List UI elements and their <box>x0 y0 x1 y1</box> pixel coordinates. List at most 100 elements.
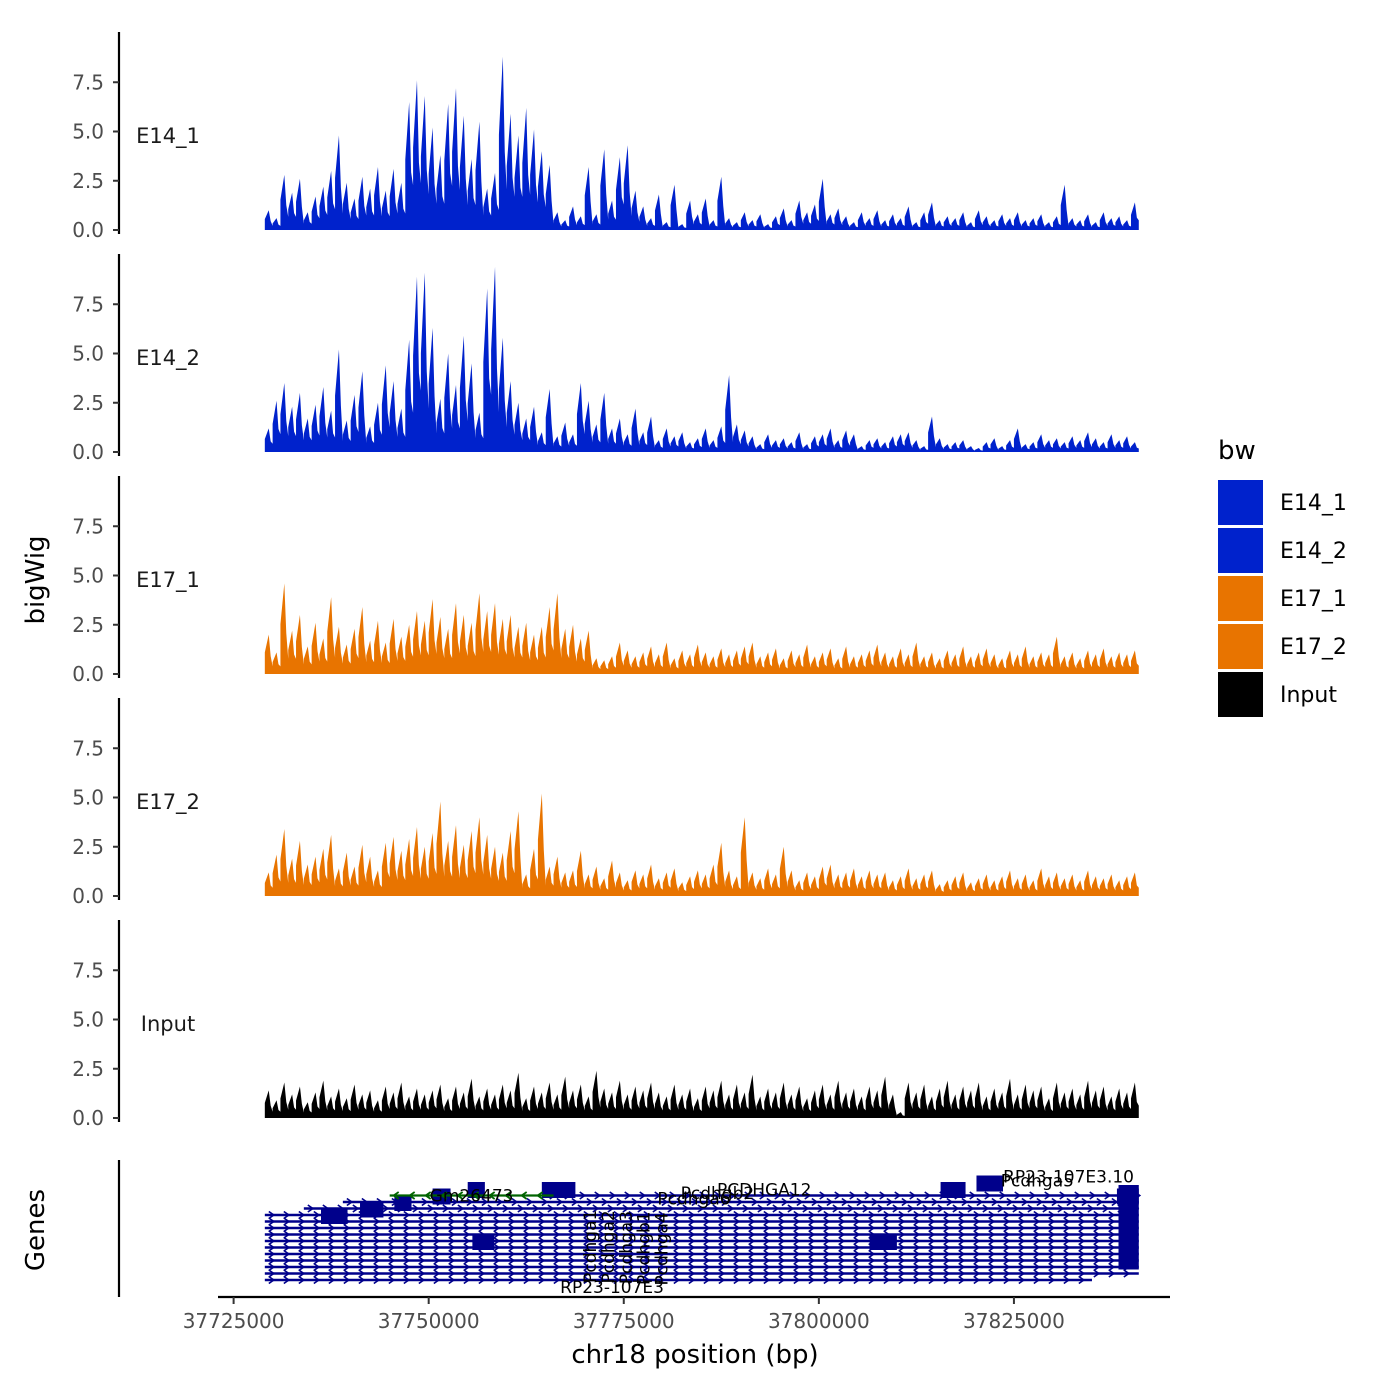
strand-arrow <box>673 1236 681 1246</box>
strand-arrow <box>388 1236 396 1246</box>
strand-arrow <box>463 1230 471 1239</box>
strand-arrow <box>1063 1230 1071 1239</box>
strand-arrow <box>523 1269 531 1278</box>
strand-arrow <box>613 1249 621 1259</box>
strand-arrow <box>541 1197 549 1207</box>
strand-arrow <box>508 1275 516 1285</box>
strand-arrow <box>973 1262 981 1272</box>
strand-arrow <box>343 1275 351 1285</box>
strand-arrow <box>817 1204 825 1213</box>
strand-arrow <box>853 1275 861 1285</box>
strand-arrow <box>1033 1249 1041 1259</box>
strand-arrow <box>268 1269 276 1278</box>
strand-arrow <box>1048 1230 1056 1239</box>
track-label: E17_2 <box>136 790 200 815</box>
strand-arrow <box>463 1210 471 1220</box>
track-e17-2: 0.0 2.5 5.0 7.5 E17_2 <box>72 698 1139 908</box>
strand-arrow <box>913 1236 921 1246</box>
strand-arrow <box>1051 1197 1059 1207</box>
legend-label-input: Input <box>1280 683 1337 708</box>
strand-arrow <box>628 1230 636 1239</box>
strand-arrow <box>808 1249 816 1259</box>
strand-arrow <box>688 1256 696 1265</box>
strand-arrow <box>808 1269 816 1278</box>
strand-arrow <box>988 1262 996 1272</box>
strand-arrow <box>808 1275 816 1285</box>
strand-arrow <box>988 1256 996 1265</box>
strand-arrow <box>976 1197 984 1207</box>
strand-arrow <box>868 1210 876 1220</box>
strand-arrow <box>538 1243 546 1252</box>
y-axis-title: bigWig <box>21 535 51 624</box>
strand-arrow <box>793 1262 801 1272</box>
strand-arrow <box>463 1236 471 1246</box>
strand-arrow <box>883 1269 891 1278</box>
strand-arrow <box>1108 1249 1116 1259</box>
strand-arrow <box>298 1223 306 1233</box>
strand-arrow <box>598 1249 606 1259</box>
strand-arrow <box>793 1217 801 1226</box>
strand-arrow <box>718 1236 726 1246</box>
strand-arrow <box>442 1204 450 1213</box>
strand-arrow <box>868 1217 876 1226</box>
strand-arrow <box>652 1204 660 1213</box>
strand-arrow <box>673 1249 681 1259</box>
strand-arrow <box>958 1210 966 1220</box>
strand-arrow <box>778 1262 786 1272</box>
strand-arrow <box>763 1236 771 1246</box>
strand-arrow <box>433 1217 441 1226</box>
strand-arrow <box>673 1210 681 1220</box>
minus-strand-arrow <box>520 1191 528 1200</box>
strand-arrow <box>1078 1230 1086 1239</box>
strand-arrow <box>703 1230 711 1239</box>
strand-arrow <box>718 1262 726 1272</box>
strand-arrow <box>646 1197 654 1207</box>
legend-label-e14-2: E14_2 <box>1280 539 1347 564</box>
strand-arrow <box>598 1230 606 1239</box>
strand-arrow <box>358 1275 366 1285</box>
strand-arrow <box>568 1236 576 1246</box>
strand-arrow <box>1087 1204 1095 1213</box>
x-tick-label: 37825000 <box>963 1309 1065 1333</box>
strand-arrow <box>298 1256 306 1265</box>
strand-arrow <box>984 1191 992 1200</box>
strand-arrow <box>358 1269 366 1278</box>
strand-arrow <box>448 1230 456 1239</box>
minus-strand-arrow <box>504 1191 512 1200</box>
strand-arrow <box>613 1217 621 1226</box>
strand-arrow <box>718 1249 726 1259</box>
track-e14-1: 0.0 2.5 5.0 7.5 E14_1 <box>72 32 1139 242</box>
legend-label-e17-1: E17_1 <box>1280 587 1347 612</box>
strand-arrow <box>463 1223 471 1233</box>
minus-strand-arrow <box>488 1191 496 1200</box>
strand-arrow <box>958 1236 966 1246</box>
strand-arrow <box>568 1217 576 1226</box>
gene-label: RP23-107E3.10 <box>1003 1168 1134 1188</box>
strand-arrow <box>748 1210 756 1220</box>
strand-arrow <box>778 1210 786 1220</box>
strand-arrow <box>913 1269 921 1278</box>
strand-arrow <box>313 1217 321 1226</box>
y-tick-label: 7.5 <box>72 292 104 316</box>
strand-arrow <box>1078 1217 1086 1226</box>
strand-arrow <box>403 1217 411 1226</box>
strand-arrow <box>448 1269 456 1278</box>
strand-arrow <box>898 1236 906 1246</box>
strand-arrow <box>517 1204 525 1213</box>
strand-arrow <box>598 1269 606 1278</box>
exon <box>976 1175 1004 1192</box>
strand-arrow <box>448 1275 456 1285</box>
strand-arrow <box>733 1236 741 1246</box>
strand-arrow <box>886 1197 894 1207</box>
strand-arrow <box>946 1197 954 1207</box>
strand-arrow <box>823 1249 831 1259</box>
strand-arrow <box>823 1230 831 1239</box>
strand-arrow <box>834 1191 842 1200</box>
strand-arrow <box>988 1223 996 1233</box>
strand-arrow <box>583 1230 591 1239</box>
strand-arrow <box>343 1230 351 1239</box>
strand-arrow <box>583 1236 591 1246</box>
strand-arrow <box>973 1275 981 1285</box>
strand-arrow <box>733 1217 741 1226</box>
strand-arrow <box>403 1262 411 1272</box>
